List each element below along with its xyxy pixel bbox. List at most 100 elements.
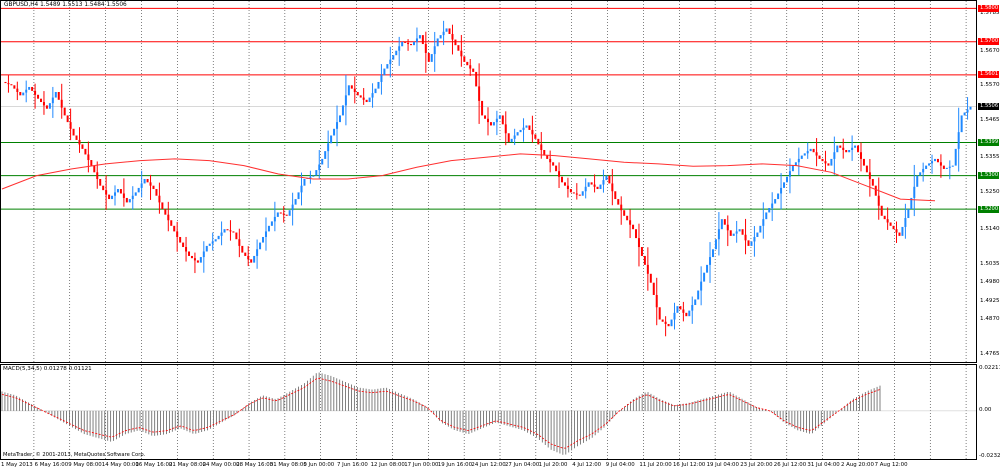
time-axis-label: 9 May 08:00	[68, 462, 102, 468]
candle-body	[768, 207, 771, 213]
candle-body	[960, 115, 963, 133]
candle-body	[270, 221, 273, 226]
candle-body	[22, 92, 25, 96]
candle-body	[336, 122, 339, 129]
candle-body	[771, 203, 774, 208]
candle-body	[475, 71, 478, 87]
candle-body	[291, 204, 294, 211]
candle-body	[889, 222, 892, 226]
candle-body	[649, 273, 652, 283]
candle-body	[182, 242, 185, 248]
candle-body	[134, 192, 137, 196]
candle-body	[253, 255, 256, 263]
price-level-tag: 1.5800	[978, 4, 999, 12]
candle-body	[735, 231, 738, 234]
time-axis-label: 19 Jul 04:00	[706, 462, 739, 468]
candle-body	[365, 99, 368, 103]
candle-body	[81, 144, 84, 149]
candle-body	[593, 184, 596, 187]
candle-body	[232, 231, 235, 233]
candle-body	[424, 44, 427, 53]
candle-body	[700, 281, 703, 291]
candle-body	[794, 162, 797, 166]
candle-body	[312, 175, 315, 177]
candle-body	[575, 193, 578, 195]
candle-body	[179, 236, 182, 243]
candle-body	[620, 204, 623, 211]
candle-body	[800, 155, 803, 159]
candle-body	[211, 241, 214, 244]
candle-body	[815, 152, 818, 156]
candle-body	[646, 264, 649, 274]
candle-body	[57, 91, 60, 100]
candle-body	[341, 105, 344, 116]
candle-body	[537, 138, 540, 145]
candle-body	[164, 209, 167, 215]
candle-body	[907, 209, 910, 219]
candle-body	[572, 192, 575, 194]
candle-body	[868, 172, 871, 179]
candle-body	[561, 176, 564, 183]
candle-body	[84, 148, 87, 155]
macd-indicator-pane[interactable]	[0, 364, 977, 460]
price-axis-label: 1.4765	[980, 351, 1000, 358]
candle-body	[7, 83, 10, 85]
candle-body	[63, 107, 66, 116]
candle-body	[877, 195, 880, 206]
candle-body	[584, 186, 587, 192]
candle-body	[347, 85, 350, 96]
candle-body	[469, 65, 472, 69]
candle-body	[176, 231, 179, 237]
time-axis[interactable]	[0, 460, 977, 473]
candle-body	[383, 68, 386, 76]
candle-body	[765, 212, 768, 220]
time-axis-label: 26 Jul 12:00	[773, 462, 807, 468]
candle-body	[489, 122, 492, 126]
candle-body	[415, 38, 418, 42]
candle-body	[744, 234, 747, 241]
candle-body	[173, 225, 176, 232]
time-axis-label: 28 May 16:00	[236, 462, 274, 468]
candle-body	[72, 128, 75, 136]
time-axis-label: 9 Jul 04:00	[605, 462, 635, 468]
candle-body	[608, 175, 611, 184]
candle-body	[803, 153, 806, 156]
candle-body	[31, 86, 34, 91]
candle-body	[933, 158, 936, 162]
time-axis-label: 7 Aug 12:00	[874, 462, 908, 468]
candle-body	[448, 28, 451, 34]
candle-body	[516, 132, 519, 136]
candle-body	[738, 229, 741, 232]
time-axis-label: 4 Jul 12:00	[572, 462, 602, 468]
candle-body	[262, 236, 265, 243]
time-axis-label: 2 Aug 20:00	[841, 462, 874, 468]
candle-body	[264, 231, 267, 237]
candle-body	[812, 148, 815, 153]
price-axis-label: 1.4870	[980, 316, 1000, 323]
candle-body	[238, 239, 241, 246]
candle-body	[637, 238, 640, 248]
candle-body	[874, 185, 877, 196]
time-axis-label: 14 May 00:00	[101, 462, 139, 468]
price-chart-pane[interactable]	[0, 0, 977, 363]
candle-body	[259, 242, 262, 250]
candle-body	[451, 33, 454, 40]
candle-body	[910, 197, 913, 210]
candle-body	[936, 158, 939, 163]
candle-body	[605, 175, 608, 181]
candle-body	[66, 115, 69, 123]
price-axis-label: 1.5140	[980, 225, 1000, 232]
price-axis[interactable]	[977, 0, 1000, 473]
candle-body	[324, 151, 327, 159]
candle-body	[697, 290, 700, 300]
candle-body	[344, 95, 347, 106]
candle-body	[720, 219, 723, 230]
candle-body	[69, 122, 72, 129]
candle-body	[25, 89, 28, 93]
candle-body	[901, 226, 904, 236]
time-axis-label: 21 May 08:00	[169, 462, 206, 468]
candle-body	[410, 44, 413, 46]
candle-body	[836, 145, 839, 153]
candle-body	[673, 312, 676, 320]
